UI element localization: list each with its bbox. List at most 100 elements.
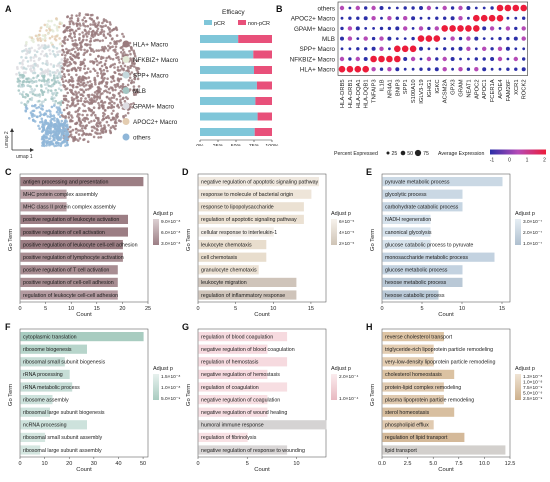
umap-cell bbox=[126, 83, 130, 87]
dot-mark bbox=[403, 37, 407, 40]
umap-cell bbox=[87, 121, 91, 124]
dot-mark bbox=[340, 26, 344, 31]
umap-cell bbox=[65, 47, 68, 51]
umap-cell bbox=[130, 46, 133, 49]
umap-cell bbox=[31, 64, 35, 67]
go-term-label: negative regulation of coagulation bbox=[201, 397, 280, 403]
umap-cell bbox=[123, 64, 127, 68]
umap-cell bbox=[70, 96, 74, 100]
umap-cell bbox=[60, 119, 64, 123]
umap-cell bbox=[74, 42, 77, 45]
go-plot-frame bbox=[19, 328, 149, 458]
umap-cell bbox=[75, 68, 78, 72]
panel-label-f: F bbox=[5, 322, 11, 332]
efficacy-bar-npcr bbox=[238, 35, 272, 43]
umap-cell bbox=[79, 24, 82, 27]
umap-cell bbox=[58, 22, 62, 26]
umap-cell bbox=[54, 88, 57, 92]
dot-mark bbox=[379, 36, 384, 41]
go-x-tick-label: 20 bbox=[66, 461, 72, 467]
umap-cell bbox=[82, 132, 86, 135]
umap-cell bbox=[45, 25, 49, 29]
umap-cell bbox=[98, 132, 102, 135]
umap-cell bbox=[16, 80, 20, 83]
panel-label-a: A bbox=[5, 4, 12, 14]
umap-cell bbox=[110, 96, 113, 100]
dot-gene-label: HLA-DRB5 bbox=[340, 79, 346, 108]
umap-cell bbox=[35, 84, 39, 88]
umap-cell bbox=[64, 116, 67, 120]
umap-cell bbox=[129, 64, 132, 68]
go-x-tick-label: 40 bbox=[115, 461, 121, 467]
umap-cell bbox=[110, 106, 113, 110]
go-legend-tick: 1.0×10⁻⁸ bbox=[523, 380, 542, 386]
umap-cell bbox=[93, 81, 97, 84]
umap-cell bbox=[100, 64, 104, 68]
go-term-label: positive regulation of leukocyte activat… bbox=[23, 217, 119, 223]
umap-cell bbox=[92, 62, 95, 65]
umap-cell bbox=[74, 127, 78, 131]
umap-cell bbox=[93, 79, 97, 82]
dot-gene-label: GRAM bbox=[459, 79, 465, 97]
dot-mark bbox=[339, 56, 345, 62]
go-chart-g: regulation of blood coagulation negative … bbox=[186, 328, 358, 473]
dot-mark bbox=[489, 26, 495, 31]
umap-cell bbox=[39, 26, 43, 30]
umap-cell bbox=[45, 87, 48, 90]
go-term-label: regulation of apoptotic signaling pathwa… bbox=[201, 217, 297, 223]
umap-cell bbox=[107, 116, 111, 120]
umap-cell bbox=[96, 71, 99, 75]
umap-cell bbox=[31, 104, 34, 108]
go-bar bbox=[20, 202, 67, 212]
umap-cell bbox=[56, 29, 59, 32]
efficacy-bar-pcr bbox=[200, 66, 254, 74]
umap-cell bbox=[98, 67, 102, 71]
go-term-label: humoral immune response bbox=[201, 423, 264, 429]
legend-label: MLB bbox=[133, 88, 146, 95]
umap-cell bbox=[41, 125, 44, 129]
go-bar bbox=[198, 369, 268, 379]
umap-cell bbox=[109, 46, 112, 49]
umap-cell bbox=[133, 54, 137, 58]
umap-cell bbox=[112, 105, 116, 109]
umap-cell bbox=[131, 106, 134, 109]
umap-cell bbox=[38, 127, 41, 130]
dot-mark bbox=[443, 37, 447, 40]
umap-cell bbox=[132, 88, 136, 91]
umap-cell bbox=[23, 49, 26, 52]
umap-cell bbox=[44, 69, 47, 72]
go-y-label: Go Term bbox=[8, 384, 14, 406]
umap-y-arrowhead bbox=[10, 128, 14, 132]
umap-cell bbox=[41, 121, 44, 124]
dot-mark bbox=[378, 55, 385, 63]
dot-mark bbox=[348, 57, 352, 61]
umap-cell bbox=[65, 106, 69, 110]
umap-cell bbox=[129, 57, 132, 60]
umap-cell bbox=[69, 28, 72, 32]
umap-cell bbox=[36, 115, 39, 119]
umap-cell bbox=[83, 48, 86, 52]
umap-cell bbox=[78, 27, 81, 30]
umap-cell bbox=[100, 69, 103, 73]
umap-cell bbox=[100, 55, 103, 59]
go-bar bbox=[20, 332, 144, 342]
go-bar bbox=[20, 214, 128, 224]
go-bar bbox=[20, 369, 70, 379]
umap-cell bbox=[60, 64, 63, 68]
umap-cell bbox=[66, 137, 70, 141]
umap-cell bbox=[64, 79, 68, 83]
go-chart-e: pyruvate metabolic process glycolytic pro… bbox=[370, 173, 542, 318]
go-legend-tick: 7.5×10⁻⁹ bbox=[523, 385, 542, 391]
umap-cell bbox=[124, 114, 127, 117]
dot-mark bbox=[496, 14, 504, 22]
dot-mark bbox=[474, 6, 478, 10]
umap-cell bbox=[36, 65, 40, 68]
umap-cell bbox=[92, 106, 96, 109]
go-term-label: regulation of blood coagulation bbox=[201, 334, 273, 340]
go-y-label: Go Term bbox=[186, 384, 192, 406]
go-x-tick-label: 10 bbox=[293, 461, 299, 467]
dot-mark bbox=[498, 27, 502, 30]
panel-label-g: G bbox=[182, 322, 190, 332]
dot-plot-frame bbox=[337, 1, 528, 76]
umap-cell bbox=[56, 108, 60, 111]
